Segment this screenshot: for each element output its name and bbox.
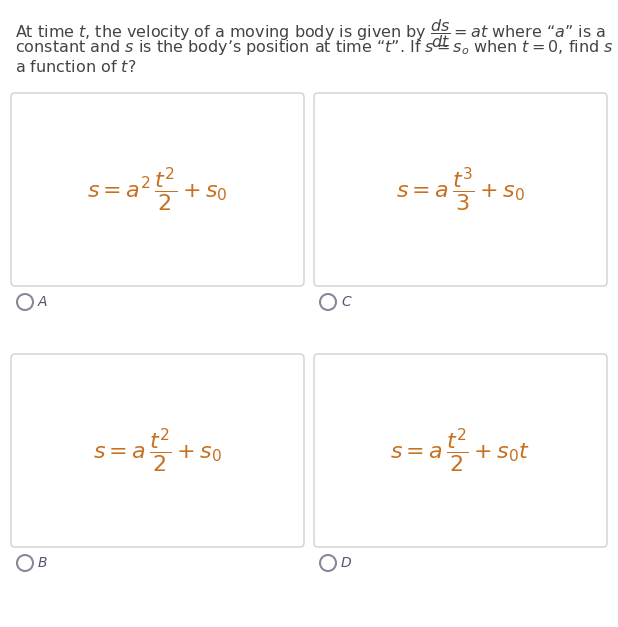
FancyBboxPatch shape xyxy=(11,93,304,286)
FancyBboxPatch shape xyxy=(314,354,607,547)
Text: constant and $s$ is the body’s position at time “$t$”. If $s = s_o$ when $t = 0$: constant and $s$ is the body’s position … xyxy=(15,38,618,57)
Text: $s = a\,\dfrac{t^2}{2} + s_0 t$: $s = a\,\dfrac{t^2}{2} + s_0 t$ xyxy=(391,426,531,475)
Text: A: A xyxy=(38,295,48,309)
Text: D: D xyxy=(341,556,352,570)
Text: At time $t$, the velocity of a moving body is given by $\dfrac{ds}{dt} = at$ whe: At time $t$, the velocity of a moving bo… xyxy=(15,17,606,50)
FancyBboxPatch shape xyxy=(11,354,304,547)
Text: $s = a\,\dfrac{t^2}{2} + s_0$: $s = a\,\dfrac{t^2}{2} + s_0$ xyxy=(93,426,222,475)
Text: B: B xyxy=(38,556,48,570)
Circle shape xyxy=(17,555,33,571)
Text: $s = a\,\dfrac{t^3}{3} + s_0$: $s = a\,\dfrac{t^3}{3} + s_0$ xyxy=(396,166,525,214)
Circle shape xyxy=(320,555,336,571)
Circle shape xyxy=(320,294,336,310)
FancyBboxPatch shape xyxy=(314,93,607,286)
Text: C: C xyxy=(341,295,351,309)
Text: a function of $t$?: a function of $t$? xyxy=(15,59,137,75)
Text: $s = a^2\,\dfrac{t^2}{2} + s_0$: $s = a^2\,\dfrac{t^2}{2} + s_0$ xyxy=(87,166,228,214)
Circle shape xyxy=(17,294,33,310)
